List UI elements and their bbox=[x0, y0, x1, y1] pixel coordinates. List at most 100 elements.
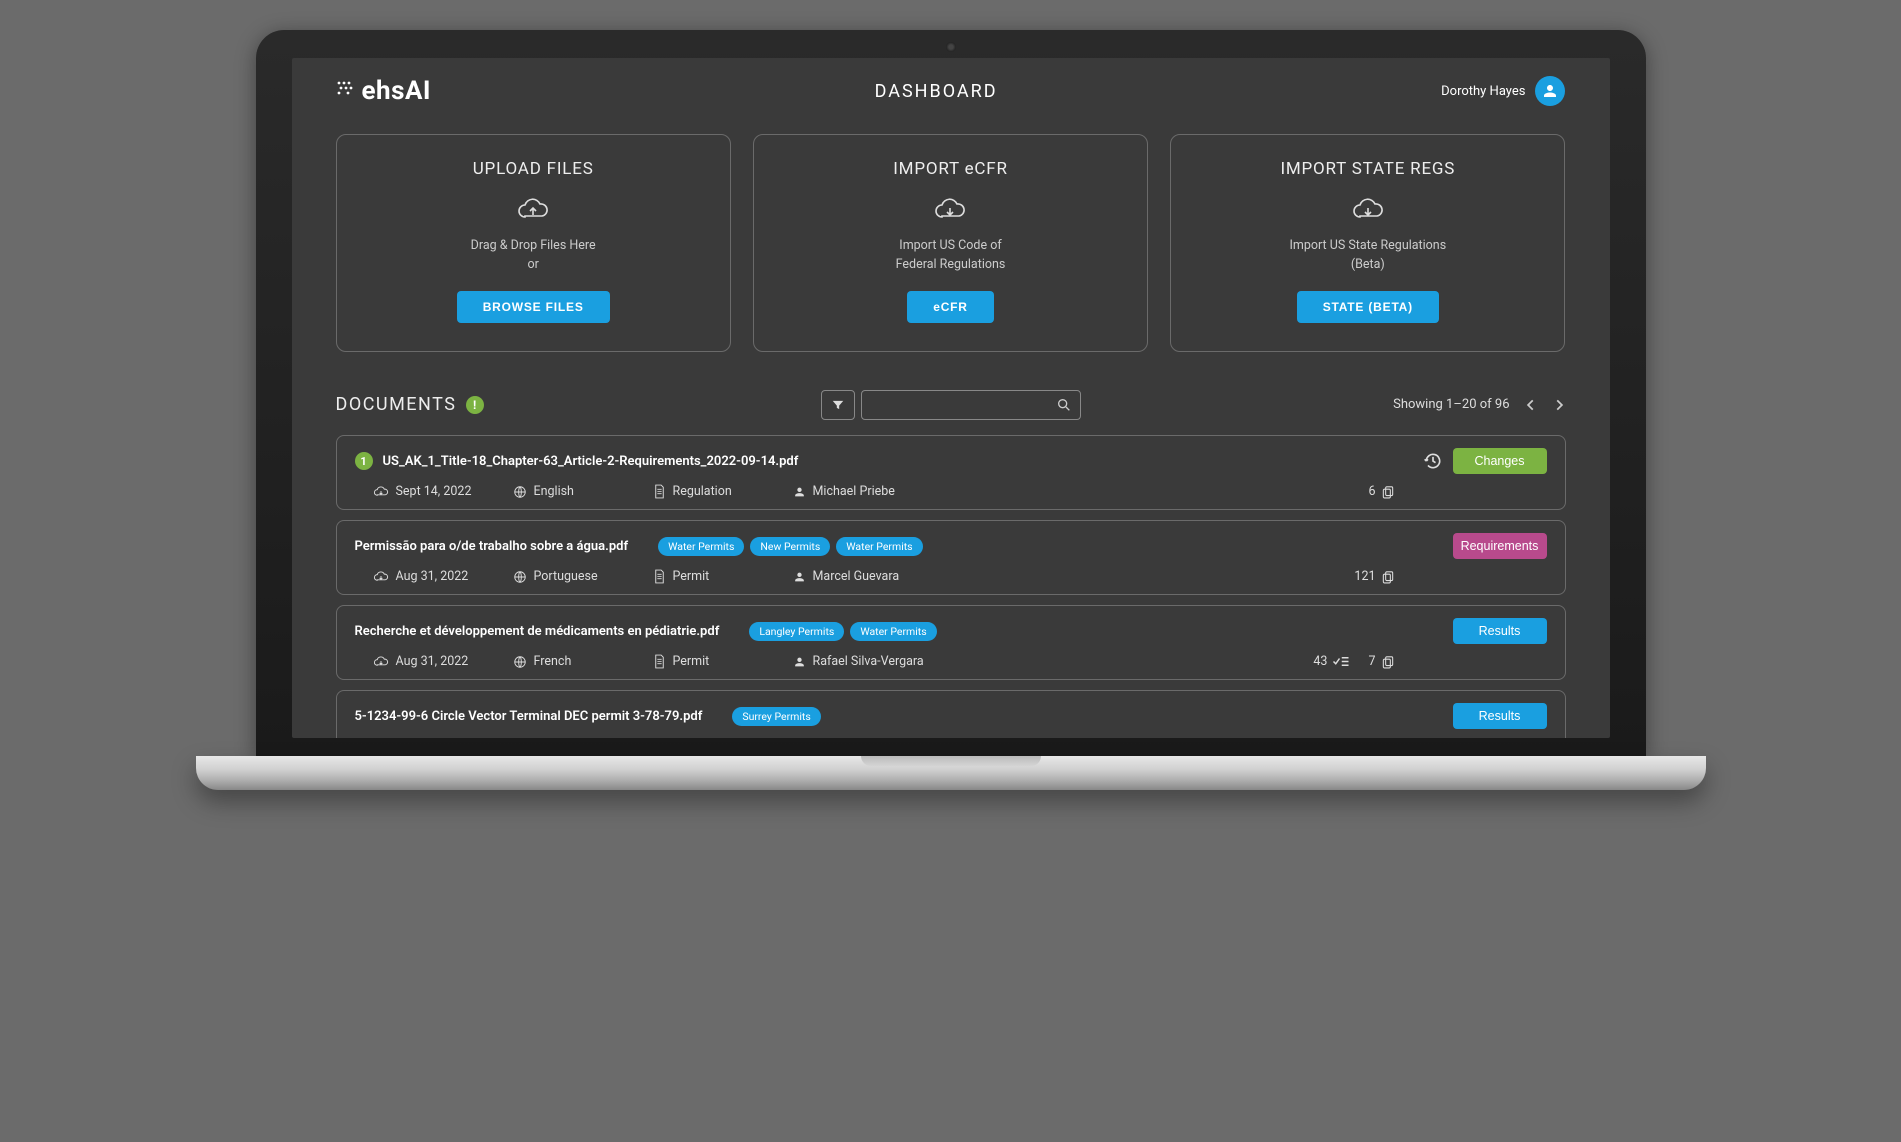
action-cards: UPLOAD FILES Drag & Drop Files Hereor BR… bbox=[336, 134, 1566, 352]
card-button[interactable]: STATE (BETA) bbox=[1297, 291, 1439, 323]
laptop-frame: ehsAI DASHBOARD Dorothy Hayes UPLOAD FIL… bbox=[256, 30, 1646, 790]
document-icon bbox=[653, 484, 666, 499]
document-icon bbox=[653, 654, 666, 669]
meta-date: Aug 31, 2022 bbox=[373, 654, 513, 669]
globe-icon bbox=[513, 570, 527, 584]
copy-count: 6 bbox=[1368, 484, 1394, 499]
meta-owner: Rafael Silva-Vergara bbox=[793, 654, 953, 669]
card-text: Drag & Drop Files Hereor bbox=[357, 237, 710, 275]
tag[interactable]: Water Permits bbox=[836, 537, 922, 556]
row-action-button[interactable]: Results bbox=[1453, 703, 1547, 729]
card-button[interactable]: BROWSE FILES bbox=[457, 291, 610, 323]
tag[interactable]: Surrey Permits bbox=[732, 707, 820, 726]
meta-language: Portuguese bbox=[513, 569, 653, 584]
cloud-download-icon bbox=[1351, 197, 1385, 223]
cloud-download-icon bbox=[373, 655, 389, 669]
document-list: 1 US_AK_1_Title-18_Chapter-63_Article-2-… bbox=[336, 435, 1566, 738]
card-text: Import US Code ofFederal Regulations bbox=[774, 237, 1127, 275]
screen-bezel: ehsAI DASHBOARD Dorothy Hayes UPLOAD FIL… bbox=[256, 30, 1646, 756]
meta-date: Aug 31, 2022 bbox=[373, 569, 513, 584]
logo-mark bbox=[336, 80, 360, 102]
documents-label: DOCUMENTS ! bbox=[336, 394, 485, 415]
meta-counts: 6 bbox=[1368, 484, 1546, 499]
card-title: IMPORT eCFR bbox=[774, 159, 1127, 179]
user-icon bbox=[793, 485, 806, 499]
cloud-download-icon bbox=[373, 570, 389, 584]
card-title: UPLOAD FILES bbox=[357, 159, 710, 179]
copy-count: 121 bbox=[1354, 569, 1394, 584]
filter-icon bbox=[831, 398, 845, 412]
search-icon bbox=[1056, 397, 1072, 413]
tag[interactable]: Langley Permits bbox=[749, 622, 844, 641]
documents-toolbar: DOCUMENTS ! Showing 1–20 of 96 bbox=[336, 394, 1566, 415]
user-name: Dorothy Hayes bbox=[1441, 84, 1525, 99]
row-action-button[interactable]: Results bbox=[1453, 618, 1547, 644]
user-menu[interactable]: Dorothy Hayes bbox=[1441, 76, 1565, 106]
document-title: Permissão para o/de trabalho sobre a águ… bbox=[355, 539, 629, 554]
chevron-right-icon bbox=[1552, 396, 1566, 414]
pager: Showing 1–20 of 96 bbox=[1393, 396, 1565, 414]
document-row[interactable]: Recherche et développement de médicament… bbox=[336, 605, 1566, 680]
tag[interactable]: New Permits bbox=[750, 537, 830, 556]
row-actions: Requirements bbox=[1453, 533, 1547, 559]
document-row[interactable]: 1 US_AK_1_Title-18_Chapter-63_Article-2-… bbox=[336, 435, 1566, 510]
meta-type: Permit bbox=[653, 654, 793, 669]
card-text: Import US State Regulations(Beta) bbox=[1191, 237, 1544, 275]
page-title: DASHBOARD bbox=[875, 81, 998, 102]
meta-language: English bbox=[513, 484, 653, 499]
screen: ehsAI DASHBOARD Dorothy Hayes UPLOAD FIL… bbox=[292, 58, 1610, 738]
user-icon bbox=[793, 570, 806, 584]
meta-type: Permit bbox=[653, 569, 793, 584]
laptop-base bbox=[196, 756, 1706, 790]
search-wrap bbox=[821, 390, 1081, 420]
row-actions: Changes bbox=[1423, 448, 1547, 474]
card-title: IMPORT STATE REGS bbox=[1191, 159, 1544, 179]
globe-icon bbox=[513, 485, 527, 499]
checklist-count: 43 bbox=[1313, 654, 1350, 669]
cloud-download-icon bbox=[373, 485, 389, 499]
avatar bbox=[1535, 76, 1565, 106]
meta-owner: Michael Priebe bbox=[793, 484, 953, 499]
cloud-download-icon bbox=[933, 197, 967, 223]
chevron-left-icon bbox=[1524, 396, 1538, 414]
header: ehsAI DASHBOARD Dorothy Hayes bbox=[336, 76, 1566, 106]
tags: Surrey Permits bbox=[732, 707, 820, 726]
cloud-upload-icon bbox=[516, 197, 550, 223]
documents-label-text: DOCUMENTS bbox=[336, 394, 457, 415]
filter-button[interactable] bbox=[821, 390, 855, 420]
copy-count: 7 bbox=[1368, 654, 1394, 669]
pager-next[interactable] bbox=[1552, 396, 1566, 414]
card-button[interactable]: eCFR bbox=[907, 291, 994, 323]
document-title: 5-1234-99-6 Circle Vector Terminal DEC p… bbox=[355, 709, 703, 724]
user-icon bbox=[1541, 82, 1559, 100]
row-actions: Results bbox=[1453, 703, 1547, 729]
search-input[interactable] bbox=[861, 390, 1081, 420]
meta-date: Sept 14, 2022 bbox=[373, 484, 513, 499]
meta-counts: 121 bbox=[1354, 569, 1546, 584]
meta-counts: 43 7 bbox=[1313, 654, 1546, 669]
row-action-button[interactable]: Changes bbox=[1453, 448, 1547, 474]
card-2: IMPORT STATE REGS Import US State Regula… bbox=[1170, 134, 1565, 352]
document-row[interactable]: 5-1234-99-6 Circle Vector Terminal DEC p… bbox=[336, 690, 1566, 738]
meta-owner: Marcel Guevara bbox=[793, 569, 953, 584]
app: ehsAI DASHBOARD Dorothy Hayes UPLOAD FIL… bbox=[292, 58, 1610, 738]
globe-icon bbox=[513, 655, 527, 669]
row-actions: Results bbox=[1453, 618, 1547, 644]
document-row[interactable]: Permissão para o/de trabalho sobre a águ… bbox=[336, 520, 1566, 595]
tag[interactable]: Water Permits bbox=[658, 537, 744, 556]
webcam bbox=[946, 42, 956, 52]
row-action-button[interactable]: Requirements bbox=[1453, 533, 1547, 559]
document-icon bbox=[653, 569, 666, 584]
logo: ehsAI bbox=[336, 76, 432, 106]
card-0: UPLOAD FILES Drag & Drop Files Hereor BR… bbox=[336, 134, 731, 352]
user-icon bbox=[793, 655, 806, 669]
tags: Water Permits New Permits Water Permits bbox=[658, 537, 923, 556]
meta-language: French bbox=[513, 654, 653, 669]
history-icon[interactable] bbox=[1423, 451, 1443, 471]
document-title: Recherche et développement de médicament… bbox=[355, 624, 720, 639]
pager-text: Showing 1–20 of 96 bbox=[1393, 397, 1509, 412]
info-badge[interactable]: ! bbox=[466, 396, 484, 414]
pager-prev[interactable] bbox=[1524, 396, 1538, 414]
meta-type: Regulation bbox=[653, 484, 793, 499]
tag[interactable]: Water Permits bbox=[850, 622, 936, 641]
